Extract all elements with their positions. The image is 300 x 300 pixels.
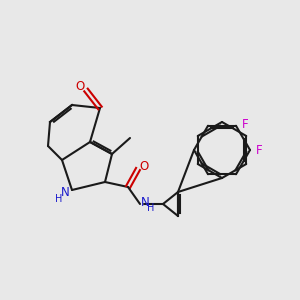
Text: N: N [61, 187, 69, 200]
Text: O: O [140, 160, 148, 173]
Text: F: F [242, 118, 248, 131]
Text: N: N [141, 196, 149, 208]
Text: H: H [55, 194, 63, 204]
Text: F: F [256, 145, 262, 158]
Text: O: O [75, 80, 85, 92]
Text: H: H [147, 203, 155, 213]
